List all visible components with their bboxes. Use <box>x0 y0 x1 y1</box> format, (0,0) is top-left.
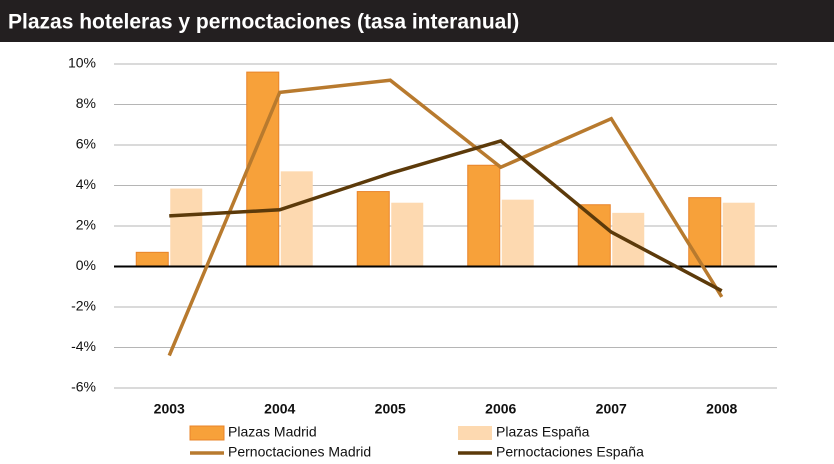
title-bar <box>0 0 834 42</box>
bar <box>170 188 203 267</box>
bar <box>501 199 534 267</box>
legend-swatch <box>189 425 225 441</box>
legend-label: Pernoctaciones Madrid <box>228 444 371 460</box>
y-tick-label: 0% <box>76 257 96 273</box>
y-tick-label: 10% <box>68 55 96 71</box>
bar <box>356 191 390 267</box>
bar <box>280 171 313 267</box>
legend-label: Pernoctaciones España <box>496 444 644 460</box>
bar <box>577 204 611 268</box>
x-tick-label: 2005 <box>375 401 406 417</box>
line <box>169 139 723 293</box>
y-tick-label: -4% <box>71 338 96 354</box>
legend-label: Plazas España <box>496 424 590 440</box>
y-tick-label: 2% <box>76 217 96 233</box>
y-tick-label: -2% <box>71 298 96 314</box>
x-tick-label: 2006 <box>485 401 516 417</box>
bar <box>135 251 169 267</box>
bar <box>688 197 722 267</box>
x-tick-label: 2008 <box>706 401 737 417</box>
line <box>167 78 724 357</box>
bar <box>722 202 755 267</box>
y-tick-label: 6% <box>76 136 96 152</box>
y-tick-label: -6% <box>71 379 96 395</box>
legend-swatch <box>458 426 492 440</box>
x-tick-label: 2003 <box>154 401 185 417</box>
x-tick-label: 2007 <box>596 401 627 417</box>
chart-title: Plazas hoteleras y pernoctaciones (tasa … <box>8 11 519 34</box>
y-tick-label: 8% <box>76 95 96 111</box>
bar <box>246 71 280 267</box>
bar <box>391 202 424 267</box>
bar <box>467 164 501 267</box>
legend-label: Plazas Madrid <box>228 424 317 440</box>
x-tick-label: 2004 <box>264 401 295 417</box>
y-tick-label: 4% <box>76 176 96 192</box>
